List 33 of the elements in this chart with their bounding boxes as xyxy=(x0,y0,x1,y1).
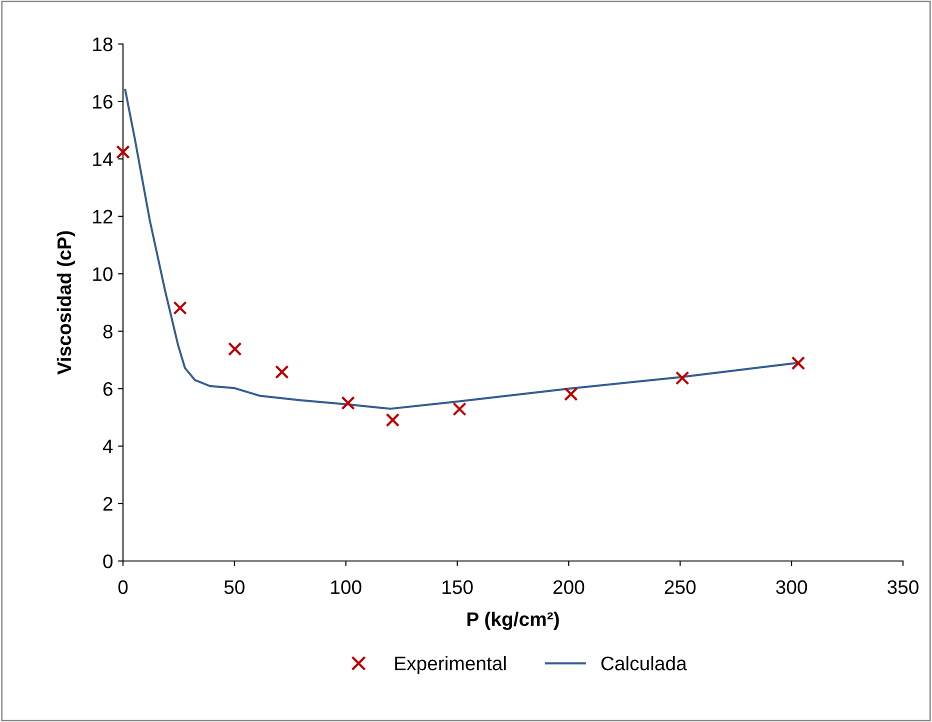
point xyxy=(274,365,289,379)
point xyxy=(173,301,187,315)
y-tick-label: 16 xyxy=(93,94,112,109)
point xyxy=(228,342,242,356)
x-tick-label: 50 xyxy=(224,580,244,594)
x-tick-label: 100 xyxy=(331,580,362,594)
y-tick-label: 6 xyxy=(103,382,112,396)
point xyxy=(341,396,356,410)
x-tick-label: 150 xyxy=(442,580,473,594)
x-tick-label: 300 xyxy=(776,580,808,594)
x-tick-label: 0 xyxy=(118,580,128,594)
point xyxy=(386,413,400,427)
y-tick-label: 8 xyxy=(103,324,112,338)
y-tick-label: 18 xyxy=(93,37,112,52)
legend-label: Experimental xyxy=(395,656,506,674)
y-axis-title: Viscosidad (cP) xyxy=(56,231,75,375)
point xyxy=(791,356,806,370)
x-axis-title: P (kg/cm²) xyxy=(467,612,559,630)
point xyxy=(564,387,578,402)
x-tick-label: 250 xyxy=(664,580,696,594)
y-tick-label: 10 xyxy=(93,267,113,282)
y-tick-label: 14 xyxy=(93,152,113,166)
x-tick-label: 200 xyxy=(553,580,584,594)
y-tick-label: 2 xyxy=(103,497,112,511)
y-tick-label: 12 xyxy=(93,210,112,224)
x-tick-label: 350 xyxy=(888,580,918,594)
point xyxy=(116,145,130,159)
point xyxy=(452,402,466,416)
y-tick-label: 4 xyxy=(102,440,113,454)
legend-label: Calculada xyxy=(601,656,687,670)
y-tick-label: 0 xyxy=(103,554,113,568)
point xyxy=(675,371,690,385)
line-series xyxy=(124,88,800,410)
